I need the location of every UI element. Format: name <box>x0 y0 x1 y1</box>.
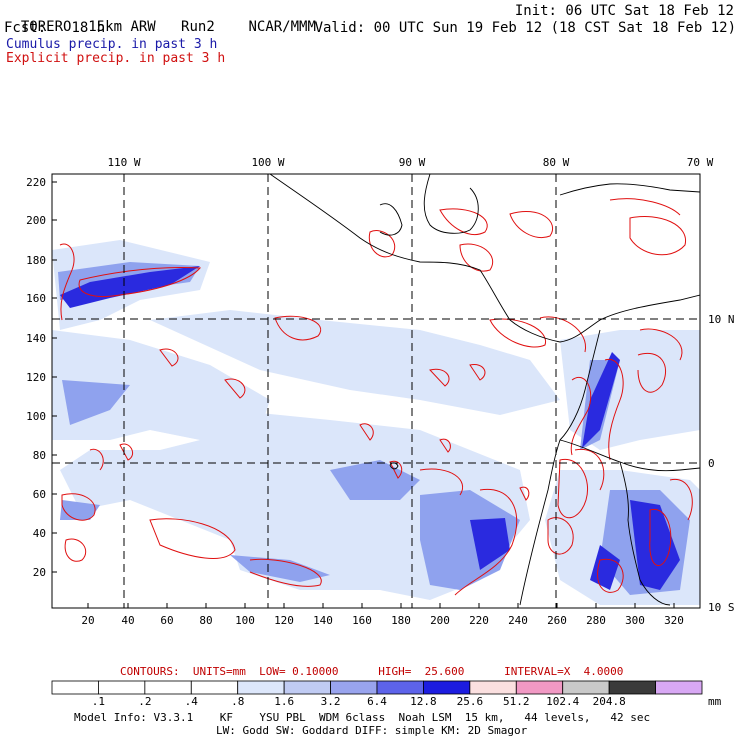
colorbar-level-label: 51.2 <box>503 695 530 708</box>
fcst-label: Fcst: <box>4 20 47 36</box>
colorbar: .1 .2 .4 .8 1.6 3.2 6.4 12.8 25.6 51.2 102.4 204.8 <box>51 680 703 708</box>
y-tick: 180 <box>26 254 46 267</box>
colorbar-swatch <box>608 680 656 695</box>
x-tick: 120 <box>274 614 294 627</box>
lon-label-90w: 90 W <box>399 156 426 169</box>
x-tick: 80 <box>199 614 212 627</box>
colorbar-level-label: .2 <box>138 695 151 708</box>
colorbar-swatch <box>190 680 239 695</box>
cumulus-label: Cumulus precip. in past 3 h <box>6 37 218 52</box>
model-info-line1: Model Info: V3.3.1 KF YSU PBL WDM 6class… <box>74 711 651 724</box>
colorbar-swatch <box>423 680 471 695</box>
colorbar-swatch <box>330 680 378 695</box>
colorbar-level-label: 204.8 <box>593 695 626 708</box>
y-tick: 40 <box>33 527 46 540</box>
model-info-line2: LW: Godd SW: Goddard DIFF: simple KM: 2D… <box>216 724 528 737</box>
x-tick: 260 <box>547 614 567 627</box>
x-tick: 180 <box>391 614 411 627</box>
x-tick: 280 <box>586 614 606 627</box>
shade-region-ne <box>560 330 700 450</box>
lon-label-110w: 110 W <box>107 156 140 169</box>
shade-region-north <box>150 310 560 415</box>
colorbar-swatch <box>144 680 192 695</box>
colorbar-level-label: 12.8 <box>410 695 437 708</box>
lon-labels: 110 W 100 W 90 W 80 W 70 W <box>107 156 713 169</box>
x-tick: 320 <box>664 614 684 627</box>
lat-lon-grid <box>52 174 700 608</box>
init-time: Init: 06 UTC Sat 18 Feb 12 <box>514 3 734 19</box>
colorbar-level-label: 102.4 <box>546 695 579 708</box>
x-tick: 140 <box>313 614 333 627</box>
colorbar-swatch <box>515 680 564 695</box>
x-tick: 300 <box>625 614 645 627</box>
colorbar-unit: mm <box>708 695 722 708</box>
contour-info: CONTOURS: UNITS=mm LOW= 0.10000 HIGH= 25… <box>120 665 624 678</box>
x-tick: 220 <box>469 614 489 627</box>
y-tick: 160 <box>26 292 46 305</box>
x-tick: 60 <box>160 614 173 627</box>
explicit-label: Explicit precip. in past 3 h <box>6 51 226 66</box>
y-tick: 60 <box>33 488 46 501</box>
colorbar-swatch <box>283 680 331 695</box>
y-tick: 140 <box>26 332 46 345</box>
lon-label-100w: 100 W <box>251 156 284 169</box>
lon-label-70w: 70 W <box>687 156 714 169</box>
y-tick: 200 <box>26 214 46 227</box>
fcst-value: 18 h <box>71 20 106 36</box>
lat-labels: 10 N 0 10 S <box>708 313 735 614</box>
x-tick: 20 <box>81 614 94 627</box>
coastlines <box>269 174 700 606</box>
colorbar-swatch <box>237 680 285 695</box>
colorbar-swatch <box>655 680 703 695</box>
y-tick: 20 <box>33 566 46 579</box>
lat-label-10s: 10 S <box>708 601 735 614</box>
x-tick: 100 <box>235 614 255 627</box>
lon-label-80w: 80 W <box>543 156 570 169</box>
x-tick: 200 <box>430 614 450 627</box>
model-name: TORERO <box>20 19 72 35</box>
lat-label-0: 0 <box>708 457 715 470</box>
x-tick-labels: 20 40 60 80 100 120 140 160 180 200 220 … <box>81 614 684 627</box>
colorbar-swatch <box>51 680 99 695</box>
valid-time: Valid: 00 UTC Sun 19 Feb 12 (18 CST Sat … <box>314 20 736 36</box>
y-tick-labels: 220 200 180 160 140 120 100 80 60 40 20 <box>26 176 46 579</box>
lat-label-10n: 10 N <box>708 313 735 326</box>
colorbar-level-label: 25.6 <box>457 695 484 708</box>
model-resolution: 15km ARW <box>88 19 156 35</box>
colorbar-level-label: .1 <box>92 695 105 708</box>
y-tick: 120 <box>26 371 46 384</box>
y-tick: 100 <box>26 410 46 423</box>
colorbar-swatch <box>98 680 146 695</box>
forecast-hour: Fcst: 18 h <box>4 20 105 36</box>
colorbar-level-label: 6.4 <box>367 695 387 708</box>
colorbar-swatch <box>376 680 424 695</box>
header-line-1: TORERO 15km ARW Run2 NCAR/MMM <box>4 3 316 35</box>
colorbar-level-label: 3.2 <box>321 695 341 708</box>
colorbar-level-label: 1.6 <box>274 695 294 708</box>
tick-marks <box>52 181 675 608</box>
y-tick: 80 <box>33 449 46 462</box>
x-tick: 240 <box>508 614 528 627</box>
x-tick: 160 <box>352 614 372 627</box>
colorbar-level-label: .8 <box>231 695 244 708</box>
colorbar-swatch <box>562 680 610 695</box>
colorbar-level-label: .4 <box>185 695 199 708</box>
colorbar-swatch <box>469 680 517 695</box>
model-run: Run2 <box>181 19 215 35</box>
y-tick: 220 <box>26 176 46 189</box>
shade-region-west-2 <box>52 330 270 440</box>
x-tick: 40 <box>121 614 134 627</box>
model-org: NCAR/MMM <box>248 19 316 35</box>
